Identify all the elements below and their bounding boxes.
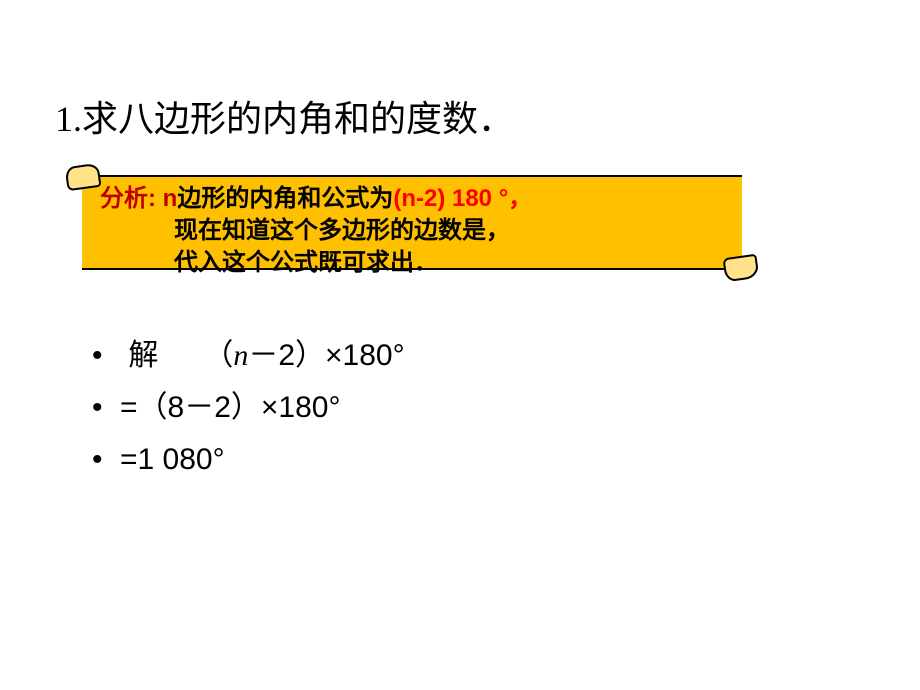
variable-n: n	[233, 339, 248, 372]
analysis-scroll: 分析: n边形的内角和公式为(n-2) 180 °， 现在知道这个多边形的边数是…	[52, 165, 772, 278]
bullet-dot: •	[92, 382, 120, 434]
bullet-dot: •	[92, 434, 120, 486]
analysis-text: 分析: n边形的内角和公式为(n-2) 180 °， 现在知道这个多边形的边数是…	[100, 183, 740, 279]
solution-line-3: •=1 080°	[92, 434, 405, 486]
slide-title: 1.求八边形的内角和的度数．	[55, 90, 514, 142]
slide: 1.求八边形的内角和的度数． 分析: n边形的内角和公式为(n-2) 180 °…	[0, 0, 920, 690]
analysis-formula: (n-2) 180 °，	[393, 185, 532, 212]
solution-line-2: •=（8－2）×180°	[92, 382, 405, 434]
analysis-mid: 边形的内角和公式为	[177, 185, 393, 212]
analysis-line-1: 分析: n边形的内角和公式为(n-2) 180 °，	[100, 183, 740, 215]
analysis-line-3: 代入这个公式既可求出．	[174, 247, 740, 279]
solution-text-3: =1 080°	[120, 443, 225, 476]
analysis-label: 分析: n	[100, 185, 177, 212]
solution-text-2: =（8－2）×180°	[120, 391, 340, 424]
solution-rest-1: －2）×180°	[248, 339, 404, 372]
solution-list: • 解 （n－2）×180° •=（8－2）×180° •=1 080°	[92, 330, 405, 486]
bullet-dot: •	[92, 330, 120, 382]
solution-label: 解 （	[120, 339, 233, 372]
scroll-curl-top-left	[64, 163, 101, 191]
solution-line-1: • 解 （n－2）×180°	[92, 330, 405, 382]
analysis-line-2: 现在知道这个多边形的边数是，	[174, 215, 740, 247]
